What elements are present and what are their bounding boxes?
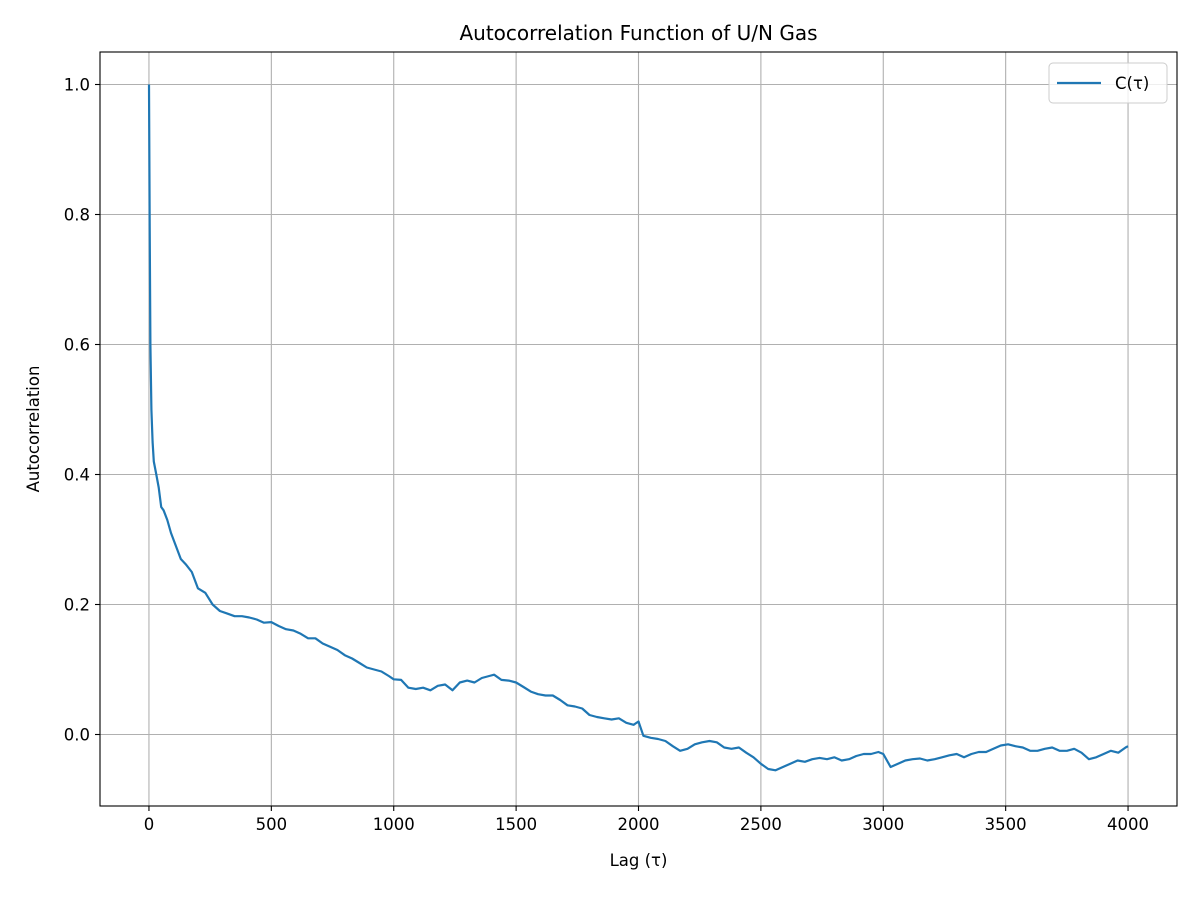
series-layer <box>147 84 1129 772</box>
chart-title: Autocorrelation Function of U/N Gas <box>459 21 817 45</box>
legend: C(τ) <box>1048 62 1168 104</box>
plot-frame <box>99 51 1178 807</box>
y-tick-label: 0.8 <box>64 206 90 225</box>
x-tick-label: 3000 <box>862 815 904 834</box>
x-tick-label: 1000 <box>373 815 415 834</box>
y-tick-label: 1.0 <box>64 76 90 95</box>
x-tick-label: 2500 <box>740 815 782 834</box>
axis-ticks: 0 500 1000 1500 2000 2500 3000 3500 4000 0.0 0.2 0.… <box>64 76 1149 835</box>
y-tick-label: 0.6 <box>64 336 90 355</box>
x-tick-label: 4000 <box>1107 815 1149 834</box>
y-tick-label: 0.0 <box>64 726 90 745</box>
x-tick-label: 2000 <box>618 815 660 834</box>
x-axis-label: Lag (τ) <box>610 851 668 870</box>
x-tick-label: 0 <box>144 815 155 834</box>
x-tick-label: 3500 <box>985 815 1027 834</box>
legend-box <box>1048 62 1168 104</box>
x-tick-label: 1500 <box>495 815 537 834</box>
x-tick-label: 500 <box>256 815 288 834</box>
y-tick-label: 0.2 <box>64 596 90 615</box>
grid <box>100 52 1177 806</box>
y-tick-label: 0.4 <box>64 466 90 485</box>
legend-label: C(τ) <box>1115 74 1149 93</box>
y-axis-label: Autocorrelation <box>24 366 43 493</box>
series-line-c-tau <box>147 84 1129 772</box>
